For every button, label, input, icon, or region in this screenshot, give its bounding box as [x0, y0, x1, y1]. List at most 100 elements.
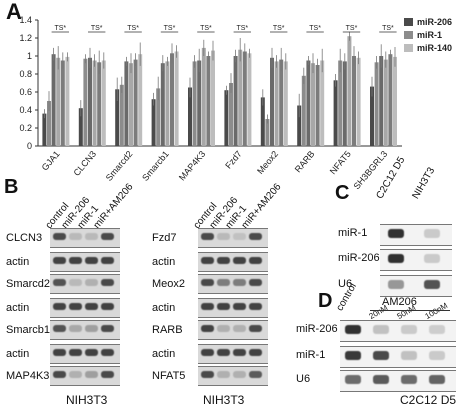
bar	[352, 56, 356, 146]
row-label: miR-206	[296, 323, 338, 335]
row-label: Smarcb1	[6, 324, 51, 336]
row-label: miR-1	[296, 349, 326, 361]
blot-band	[217, 349, 230, 356]
blot-band	[249, 349, 262, 356]
blot-band	[401, 325, 417, 334]
blot-band	[53, 257, 66, 264]
bar	[83, 58, 88, 147]
blot-band	[85, 257, 98, 264]
bar	[56, 57, 61, 146]
bar	[242, 51, 247, 146]
bar	[115, 89, 120, 146]
row-label: Fzd7	[152, 232, 177, 244]
blot-band	[69, 349, 82, 356]
blot-band	[101, 257, 114, 264]
bar	[270, 57, 274, 146]
blot-band	[249, 279, 262, 286]
y-tick-label: 0.6	[19, 87, 32, 97]
blot-band	[101, 303, 114, 310]
sig-label: TS*	[127, 25, 139, 32]
legend-label: miR-1	[417, 30, 442, 40]
blot-band	[69, 325, 82, 332]
blot-band	[201, 371, 214, 378]
y-tick-label: 1	[27, 51, 32, 61]
bar	[156, 88, 161, 146]
blot-band	[101, 325, 114, 332]
blot-band	[249, 325, 262, 332]
bar	[101, 60, 106, 146]
bar	[211, 50, 215, 146]
category-label: MAP4K3	[177, 149, 207, 183]
row-label: U6	[296, 373, 311, 385]
bar	[320, 60, 325, 146]
legend-swatch	[404, 18, 413, 26]
bar	[279, 59, 284, 146]
panel-letter-a: A	[6, 0, 22, 24]
blot-band	[217, 371, 230, 378]
blot-band	[85, 349, 98, 356]
blot-band	[69, 303, 82, 310]
blot-band	[345, 351, 361, 360]
blot-band	[424, 254, 440, 263]
bar	[51, 54, 56, 147]
bar	[65, 56, 70, 146]
bar	[47, 101, 51, 146]
blot-band	[233, 349, 246, 356]
blot-band	[53, 325, 66, 332]
panel-letter-c: C	[335, 182, 350, 204]
bar	[238, 49, 243, 147]
blot-band	[217, 233, 230, 240]
sig-label: TS*	[273, 25, 285, 32]
bar	[356, 57, 361, 146]
blot-b-left-caption: NIH3T3	[66, 393, 108, 407]
blot-band	[53, 349, 66, 356]
category-label: CLCN3	[71, 149, 98, 178]
bar	[60, 60, 65, 146]
bar	[265, 119, 270, 146]
bar	[301, 75, 306, 146]
category-label: Smarcb1	[140, 149, 171, 183]
blot-band	[85, 279, 98, 286]
blot-band	[217, 279, 230, 286]
blot-strip	[340, 320, 456, 342]
y-tick-label: 1.4	[19, 15, 32, 25]
blot-band	[101, 371, 114, 378]
row-label: actin	[152, 302, 176, 314]
blot-band	[53, 371, 66, 378]
blot-band	[345, 325, 361, 334]
blot-band	[401, 351, 417, 360]
bar	[192, 61, 197, 146]
bar	[133, 59, 138, 146]
sig-label: TS*	[164, 25, 176, 32]
blot-band	[373, 351, 389, 360]
legend-swatch	[404, 44, 413, 52]
bar	[342, 61, 347, 146]
blot-band	[53, 233, 66, 240]
bar	[42, 113, 47, 146]
bar	[311, 63, 315, 147]
bar	[129, 63, 133, 147]
row-label: Meox2	[152, 278, 186, 290]
row-label: miR-206	[338, 252, 380, 264]
legend-label: miR-206	[417, 17, 452, 27]
blot-band	[388, 280, 404, 289]
row-label: NFAT5	[152, 370, 186, 382]
blot-band	[249, 371, 262, 378]
bar	[97, 62, 102, 146]
blot-band	[201, 303, 214, 310]
category-label: RARB	[293, 149, 317, 175]
bar	[206, 56, 211, 146]
sig-label: TS*	[309, 25, 321, 32]
bar	[229, 83, 233, 146]
bar	[306, 60, 311, 146]
blot-band	[233, 279, 246, 286]
row-label: miR-1	[338, 227, 368, 239]
bar	[170, 53, 174, 146]
blot-band	[429, 375, 445, 384]
bar	[124, 61, 129, 146]
blot-strip	[340, 346, 456, 368]
bar	[92, 60, 97, 146]
bar	[247, 53, 252, 146]
category-label: Fzd7	[223, 149, 244, 171]
